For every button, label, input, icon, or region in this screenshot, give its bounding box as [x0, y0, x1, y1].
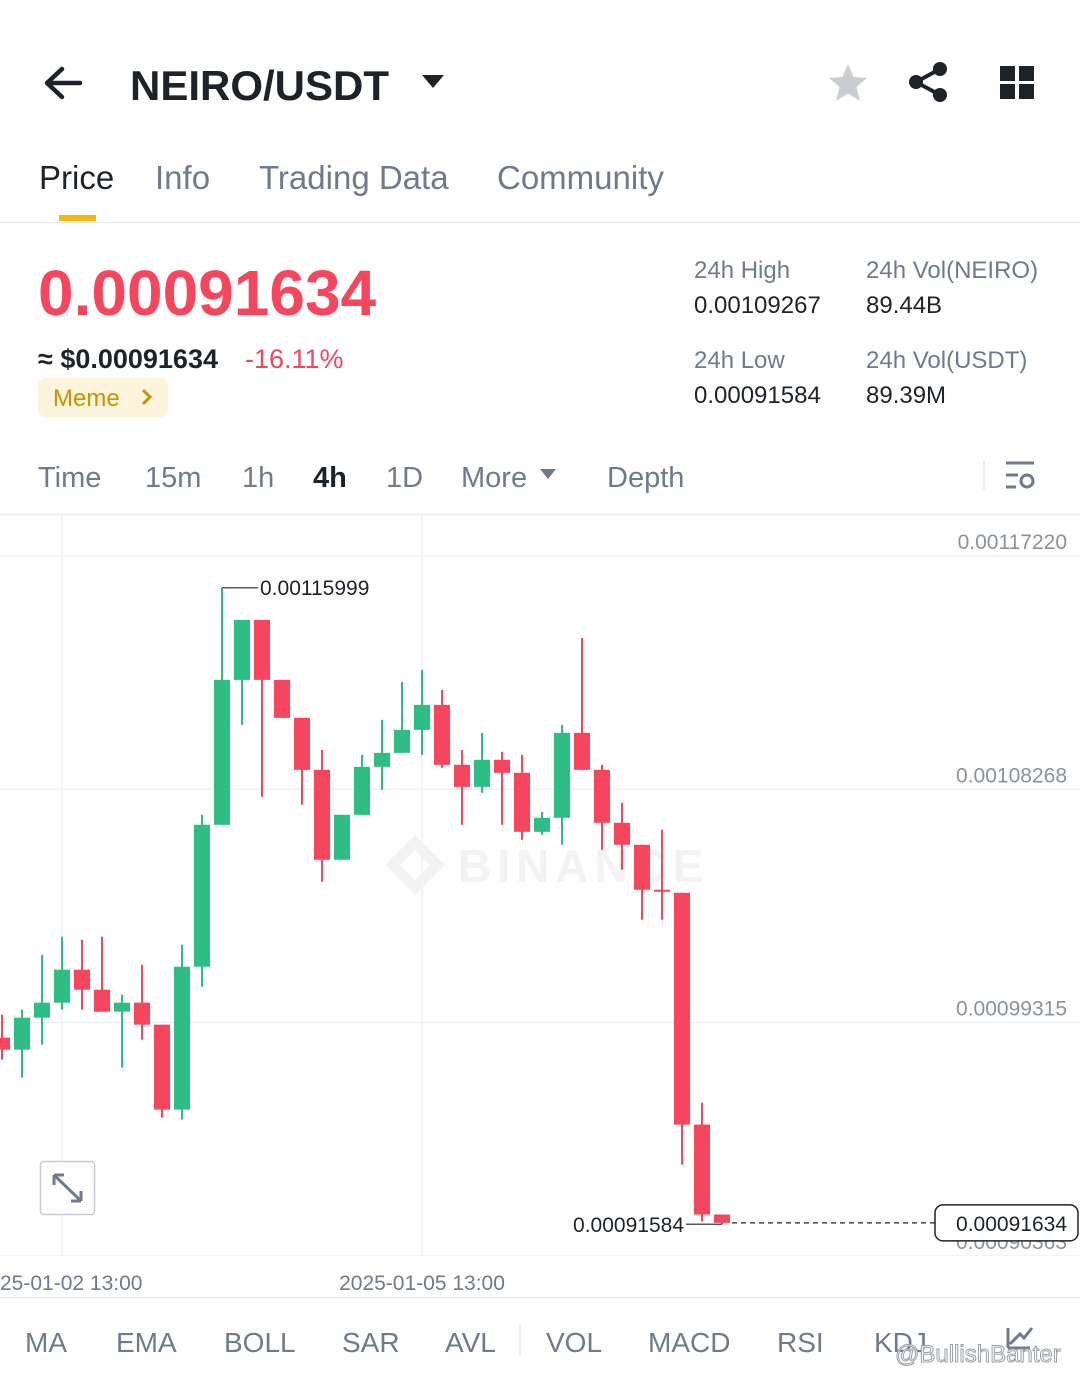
candle-body — [174, 966, 190, 1110]
candle-body — [434, 704, 450, 765]
last-price: 0.00091634 — [38, 257, 377, 329]
stat-value: 0.00091584 — [694, 382, 821, 409]
interval[interactable]: Time — [38, 462, 101, 494]
tag-pill[interactable]: Meme — [38, 378, 168, 417]
candle-body — [714, 1214, 730, 1223]
y-tick-label: 0.00108268 — [956, 764, 1067, 787]
candle-body — [354, 766, 370, 815]
favorite-button[interactable] — [829, 64, 867, 101]
candle-body — [514, 772, 530, 832]
candle-body — [694, 1124, 710, 1215]
candle-body — [394, 729, 410, 753]
stat-value: 0.00109267 — [694, 292, 821, 319]
candle-body — [14, 1017, 30, 1050]
candle-body — [614, 822, 630, 845]
high-annotation: 0.00115999 — [260, 577, 369, 600]
plot-area: BINANCE — [0, 515, 1080, 1256]
candle-body — [274, 679, 290, 718]
candle-body — [594, 769, 610, 823]
stat-label: 24h Vol(USDT) — [866, 347, 1027, 374]
stat-label: 24h Vol(NEIRO) — [866, 257, 1038, 284]
candle-body — [34, 1002, 50, 1018]
indicator[interactable]: AVL — [445, 1327, 496, 1358]
stat-value: 89.39M — [866, 382, 946, 409]
pair-dropdown[interactable] — [422, 75, 444, 88]
candle-body — [94, 989, 110, 1012]
interval[interactable]: 15m — [145, 462, 201, 494]
candle-body — [574, 732, 590, 770]
x-tick-label: 2025-01-05 13:00 — [339, 1272, 505, 1295]
indicator[interactable]: KDJ — [874, 1327, 927, 1358]
candle-body — [334, 814, 350, 860]
more-dropdown[interactable] — [540, 469, 556, 479]
indicator[interactable]: MA — [25, 1327, 67, 1358]
candle-body — [134, 1002, 150, 1025]
interval[interactable]: Depth — [607, 462, 684, 494]
price-change: -16.11% — [245, 344, 344, 374]
x-tick-label: 25-01-02 13:00 — [0, 1272, 142, 1295]
tab[interactable]: Community — [497, 159, 664, 196]
interval[interactable]: 1h — [242, 462, 274, 494]
candle-body — [214, 679, 230, 825]
candle-body — [0, 1037, 10, 1050]
usd-price: ≈ $0.00091634 — [38, 344, 218, 374]
tab-indicator — [59, 215, 96, 221]
candle-body — [194, 824, 210, 967]
chart-watermark-logo — [385, 835, 445, 895]
chart-settings-button[interactable] — [1006, 461, 1035, 489]
candle-body — [254, 619, 270, 680]
candle-body — [474, 759, 490, 787]
layout-button[interactable] — [1000, 66, 1034, 99]
stat-value: 89.44B — [866, 292, 942, 319]
interval[interactable]: 1D — [386, 462, 423, 494]
candle-body — [74, 969, 90, 990]
fullscreen-button[interactable] — [39, 1160, 96, 1216]
pair-title[interactable]: NEIRO/USDT — [130, 62, 389, 109]
candle-body — [494, 759, 510, 773]
low-annotation: 0.00091584 — [573, 1214, 684, 1237]
candle-body — [414, 704, 430, 730]
tag-label[interactable]: Meme — [53, 385, 120, 412]
candle-body — [674, 892, 690, 1125]
indicator[interactable]: MACD — [648, 1327, 730, 1358]
last-price-label: 0.00091634 — [956, 1213, 1067, 1236]
indicator[interactable]: VOL — [546, 1327, 602, 1358]
stat-label: 24h High — [694, 257, 790, 284]
interval[interactable]: 4h — [313, 462, 347, 494]
candle-body — [374, 752, 390, 767]
chart-watermark: BINANCE — [458, 840, 710, 892]
candle-body — [554, 732, 570, 818]
indicator[interactable]: EMA — [116, 1327, 177, 1358]
last-price-box — [934, 1204, 1079, 1242]
indicator[interactable]: RSI — [777, 1327, 824, 1358]
candle-body — [54, 969, 70, 1003]
watermark: @BullishBanter — [895, 1341, 1061, 1368]
candle-body — [454, 764, 470, 787]
candle-body — [534, 817, 550, 832]
y-tick-label: 0.00099315 — [956, 998, 1067, 1021]
indicator[interactable]: BOLL — [224, 1327, 296, 1358]
candle-body — [654, 889, 670, 892]
back-button[interactable] — [44, 66, 83, 100]
tab[interactable]: Price — [39, 159, 114, 196]
tab[interactable]: Trading Data — [259, 159, 449, 196]
stat-label: 24h Low — [694, 347, 785, 374]
candle-body — [294, 717, 310, 770]
interval[interactable]: More — [461, 462, 527, 494]
candle-body — [314, 769, 330, 860]
candle-body — [634, 844, 650, 890]
candlestick-chart: BINANCE 0.00117220 0.00108268 0.00099315 0.0… — [0, 515, 1080, 1295]
candle-body — [114, 1002, 130, 1012]
tab[interactable]: Info — [155, 159, 210, 196]
edit-indicators-button[interactable] — [1006, 1327, 1034, 1350]
y-tick-label: 0.00117220 — [958, 531, 1067, 554]
share-button[interactable] — [909, 62, 947, 102]
indicator[interactable]: SAR — [342, 1327, 400, 1358]
candle-body — [234, 619, 250, 680]
candle-body — [154, 1024, 170, 1110]
